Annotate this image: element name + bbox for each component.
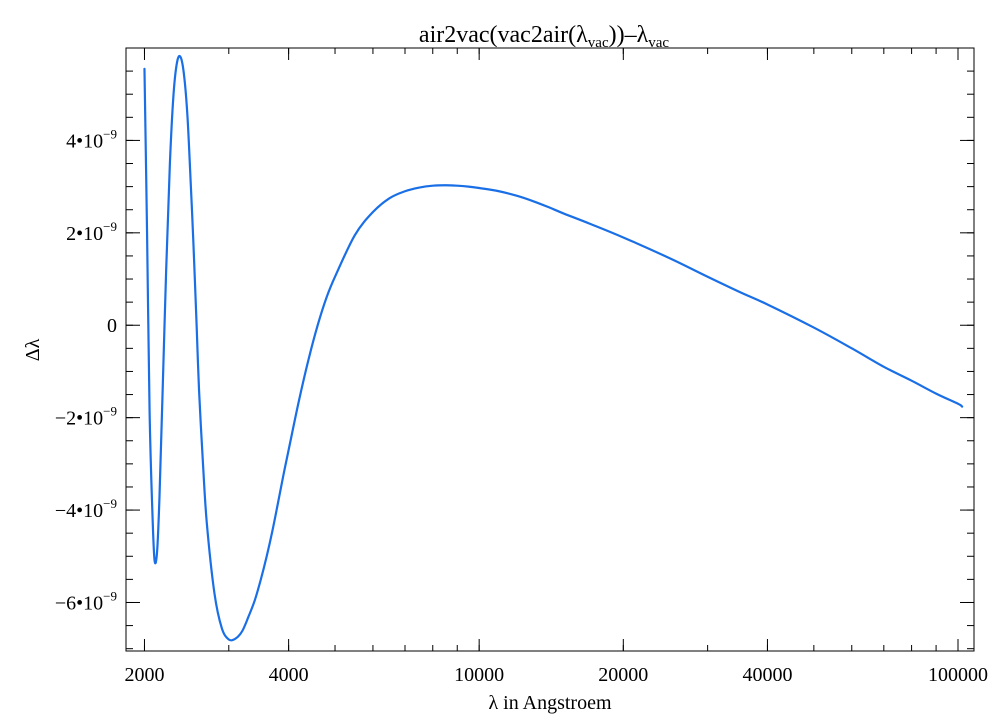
title-part: ))–λ — [609, 22, 649, 48]
data-point — [260, 578, 262, 580]
y-tick-label: −2•10−9 — [55, 404, 117, 430]
data-point — [169, 163, 171, 165]
data-point — [187, 116, 189, 118]
data-point — [196, 324, 198, 326]
series-line — [143, 54, 964, 642]
y-tick-label: 4•10−9 — [66, 126, 117, 152]
data-point — [548, 206, 550, 208]
data-point — [159, 495, 161, 497]
data-point — [961, 406, 963, 408]
data-point — [213, 592, 215, 594]
x-tick-labels: 2000 4000 10000 20000 40000 100000 — [124, 664, 988, 686]
data-point — [622, 236, 624, 238]
data-point — [282, 474, 284, 476]
data-point — [156, 551, 158, 553]
y-tick-labels: 4•10−9 2•10−9 0 −2•10−9 −4•10−9 −6•10−9 — [55, 126, 117, 614]
y-tick-label: −6•10−9 — [55, 588, 117, 614]
data-point — [161, 398, 163, 400]
data-point — [935, 393, 937, 395]
plot-frame — [125, 47, 975, 652]
title-part: vac — [648, 35, 669, 51]
data-point — [146, 232, 148, 234]
data-point — [456, 185, 458, 187]
data-point — [271, 530, 273, 532]
data-point — [149, 412, 151, 414]
data-point — [372, 211, 374, 213]
x-tick-label: 4000 — [269, 664, 309, 686]
data-point — [468, 186, 470, 188]
data-point — [883, 366, 885, 368]
data-point — [288, 449, 290, 451]
data-point — [206, 523, 208, 525]
data-point — [198, 389, 200, 391]
title-part: air2vac(vac2air(λ — [419, 22, 588, 48]
data-point — [190, 186, 192, 188]
data-point — [143, 68, 145, 70]
data-point — [183, 75, 185, 77]
data-point — [235, 638, 237, 640]
axis-ticks — [126, 47, 974, 651]
chart-title: air2vac(vac2air(λvac))–λvac — [419, 22, 669, 51]
data-point — [707, 276, 709, 278]
x-axis-label: λ in Angstroem — [488, 692, 611, 714]
x-tick-label: 100000 — [928, 664, 988, 686]
y-tick-label: 2•10−9 — [66, 219, 117, 245]
data-point — [498, 190, 500, 192]
data-point — [154, 560, 156, 562]
data-point — [173, 93, 175, 95]
data-point — [851, 347, 853, 349]
data-point — [192, 241, 194, 243]
data-point — [180, 56, 182, 58]
data-point — [813, 327, 815, 329]
data-point — [389, 197, 391, 199]
data-point — [326, 297, 328, 299]
data-point — [957, 403, 959, 405]
data-point — [221, 627, 223, 629]
data-point — [669, 257, 671, 259]
data-point — [176, 61, 178, 63]
data-point — [533, 200, 535, 202]
x-tick-label: 10000 — [454, 664, 504, 686]
data-point — [228, 638, 230, 640]
data-point — [589, 223, 591, 225]
data-point — [152, 518, 154, 520]
data-point — [354, 234, 356, 236]
data-point — [739, 291, 741, 293]
data-point — [334, 276, 336, 278]
data-point — [202, 463, 204, 465]
data-point — [298, 400, 300, 402]
y-axis-label: Δλ — [22, 338, 44, 361]
x-tick-label: 40000 — [742, 664, 792, 686]
x-tick-label: 2000 — [124, 664, 164, 686]
data-point — [404, 190, 406, 192]
data-point — [266, 555, 268, 557]
x-tick-label: 20000 — [598, 664, 648, 686]
y-tick-label: 0 — [107, 315, 117, 337]
data-point — [516, 195, 518, 197]
data-point — [766, 303, 768, 305]
data-point — [418, 187, 420, 189]
data-point — [444, 184, 446, 186]
y-tick-label: −4•10−9 — [55, 496, 117, 522]
data-point — [478, 187, 480, 189]
data-point — [911, 380, 913, 382]
data-point — [277, 502, 279, 504]
data-point — [562, 212, 564, 214]
data-point — [317, 324, 319, 326]
title-part: vac — [588, 35, 609, 51]
data-point — [241, 630, 243, 632]
data-point — [254, 599, 256, 601]
data-point — [248, 615, 250, 617]
data-point — [432, 185, 434, 187]
data-point — [165, 269, 167, 271]
data-point — [307, 359, 309, 361]
